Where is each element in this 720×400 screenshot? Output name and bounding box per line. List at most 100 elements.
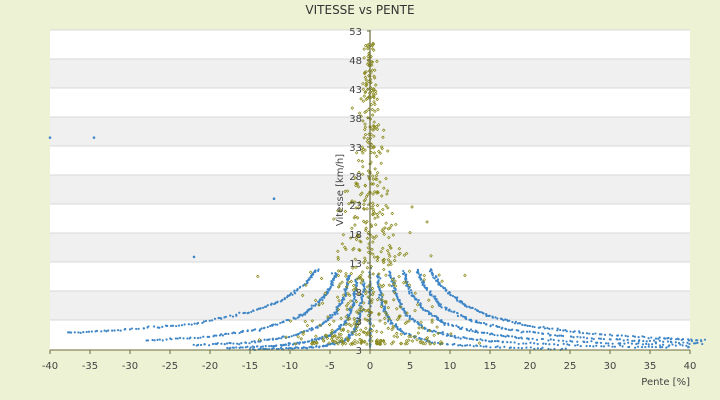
point-measured	[317, 303, 321, 307]
point-simulated	[266, 304, 269, 307]
point-simulated	[517, 337, 521, 340]
point-measured	[334, 340, 338, 345]
point-simulated	[287, 336, 291, 339]
point-simulated	[435, 275, 438, 279]
point-measured	[354, 183, 358, 188]
point-measured	[331, 339, 335, 344]
point-simulated	[152, 325, 156, 328]
point-measured	[371, 235, 375, 239]
point-simulated	[389, 276, 393, 279]
point-simulated	[536, 342, 539, 346]
point-measured	[430, 318, 434, 322]
point-simulated	[641, 335, 644, 338]
point-simulated	[694, 342, 697, 345]
point-measured	[413, 334, 417, 339]
point-measured	[375, 170, 380, 175]
point-measured	[404, 280, 408, 285]
point-simulated	[282, 320, 285, 323]
point-simulated	[680, 338, 683, 342]
point-simulated	[491, 316, 494, 319]
point-simulated	[293, 291, 296, 294]
point-simulated	[647, 345, 650, 348]
point-simulated	[353, 303, 356, 307]
point-measured	[361, 307, 366, 312]
point-measured	[374, 173, 379, 178]
point-simulated	[520, 331, 523, 334]
point-measured	[395, 335, 400, 339]
point-simulated	[271, 338, 275, 341]
point-simulated	[667, 336, 670, 340]
point-measured	[337, 339, 342, 343]
point-measured	[352, 246, 356, 251]
point-simulated	[329, 287, 332, 290]
point-simulated	[332, 342, 335, 345]
point-measured	[382, 186, 386, 190]
point-measured	[350, 340, 355, 345]
point-simulated	[180, 324, 184, 327]
point-simulated	[288, 293, 291, 297]
point-measured	[371, 182, 376, 186]
point-measured	[313, 298, 318, 303]
y-tick-label: 33	[349, 143, 362, 154]
point-simulated	[459, 343, 462, 347]
point-simulated	[240, 342, 243, 345]
point-simulated	[686, 341, 689, 344]
point-simulated	[269, 324, 272, 328]
point-measured	[394, 306, 399, 311]
point-measured	[361, 87, 366, 92]
point-simulated	[633, 339, 636, 343]
point-simulated	[616, 334, 620, 337]
point-measured	[373, 109, 377, 114]
point-simulated	[701, 342, 704, 346]
point-simulated	[476, 338, 479, 341]
point-simulated	[432, 329, 436, 332]
point-simulated	[417, 299, 420, 302]
point-simulated	[647, 343, 650, 346]
point-measured	[362, 136, 366, 140]
point-simulated	[452, 324, 455, 327]
point-simulated	[328, 314, 332, 317]
point-simulated	[595, 344, 598, 347]
y-tick-label: 23	[349, 201, 362, 212]
point-measured	[376, 341, 381, 345]
series-measured-points	[48, 41, 690, 349]
point-simulated	[241, 346, 244, 349]
x-tick-label: 30	[604, 361, 617, 372]
point-simulated	[627, 341, 630, 344]
point-simulated	[642, 339, 645, 343]
point-simulated	[548, 327, 551, 330]
point-measured	[361, 147, 366, 152]
point-measured	[314, 334, 318, 339]
point-simulated	[215, 334, 218, 337]
point-measured	[347, 293, 352, 298]
point-simulated	[682, 341, 685, 344]
point-simulated	[547, 339, 550, 342]
point-simulated	[644, 345, 647, 349]
point-simulated	[544, 342, 547, 345]
point-measured	[408, 230, 412, 235]
point-measured	[381, 135, 385, 140]
point-simulated	[400, 330, 404, 333]
point-simulated	[533, 342, 536, 345]
point-measured	[341, 327, 346, 331]
point-measured	[354, 237, 359, 242]
point-measured	[375, 59, 379, 64]
point-simulated	[235, 313, 238, 316]
point-simulated	[303, 341, 307, 344]
point-measured	[369, 310, 374, 315]
point-measured	[384, 203, 388, 208]
point-simulated	[424, 309, 427, 312]
point-measured	[375, 203, 380, 208]
point-simulated	[250, 340, 253, 343]
point-measured	[416, 331, 421, 335]
point-measured	[371, 94, 376, 99]
point-measured	[373, 216, 377, 221]
point-measured	[371, 292, 375, 297]
point-measured	[357, 332, 362, 337]
point-simulated	[658, 344, 662, 347]
point-outlier	[48, 136, 52, 139]
point-simulated	[247, 311, 250, 314]
point-simulated	[539, 326, 542, 329]
point-simulated	[256, 308, 259, 311]
